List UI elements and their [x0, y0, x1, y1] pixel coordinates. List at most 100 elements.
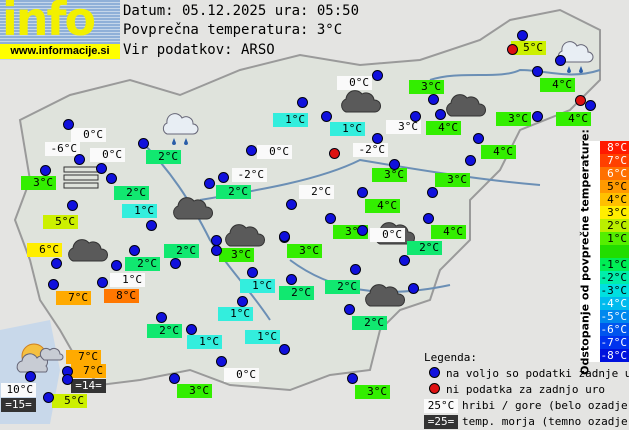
temperature-label: 3°C — [355, 385, 390, 399]
station-dot[interactable] — [555, 55, 566, 66]
station-dot[interactable] — [169, 373, 180, 384]
temperature-label: 1°C — [218, 307, 253, 321]
legend-mountain: hribi / gore (belo ozadje) — [462, 399, 629, 412]
station-dot[interactable] — [321, 111, 332, 122]
station-dot[interactable] — [247, 267, 258, 278]
scale-step: -5°C — [600, 310, 629, 323]
temperature-label: 4°C — [431, 225, 466, 239]
station-missing-dot[interactable] — [329, 148, 340, 159]
station-dot[interactable] — [347, 373, 358, 384]
station-dot[interactable] — [51, 258, 62, 269]
station-dot[interactable] — [218, 172, 229, 183]
legend-sea: temp. morja (temno ozadje) — [462, 415, 629, 428]
scale-step: -4°C — [600, 297, 629, 310]
station-dot[interactable] — [25, 371, 36, 382]
station-dot[interactable] — [389, 159, 400, 170]
scale-step: 6°C — [600, 167, 629, 180]
station-dot[interactable] — [246, 145, 257, 156]
mountain-temperature-label: 0°C — [90, 148, 125, 162]
station-dot[interactable] — [62, 374, 73, 385]
station-dot[interactable] — [325, 213, 336, 224]
station-dot[interactable] — [106, 173, 117, 184]
mountain-temperature-label: 3°C — [386, 120, 421, 134]
deviation-scale: Odstopanje od povprečne temperature: 8°C… — [579, 129, 629, 374]
station-dot[interactable] — [372, 70, 383, 81]
station-dot[interactable] — [532, 111, 543, 122]
station-dot[interactable] — [399, 255, 410, 266]
temperature-label: 4°C — [426, 121, 461, 135]
station-dot[interactable] — [43, 392, 54, 403]
scale-step — [600, 245, 629, 258]
station-dot[interactable] — [410, 111, 421, 122]
sea-temperature-label: =14= — [71, 379, 106, 393]
station-dot[interactable] — [286, 274, 297, 285]
station-missing-dot[interactable] — [507, 44, 518, 55]
temperature-label: 2°C — [147, 324, 182, 338]
station-dot[interactable] — [286, 199, 297, 210]
station-dot[interactable] — [279, 231, 290, 242]
scale-step: -7°C — [600, 336, 629, 349]
station-dot[interactable] — [146, 220, 157, 231]
scale-step: -6°C — [600, 323, 629, 336]
cloud-icon — [65, 237, 109, 267]
temperature-label: 2°C — [279, 286, 314, 300]
station-dot[interactable] — [350, 264, 361, 275]
station-dot[interactable] — [408, 283, 419, 294]
station-missing-dot[interactable] — [575, 95, 586, 106]
station-dot[interactable] — [40, 165, 51, 176]
temperature-label: 3°C — [21, 176, 56, 190]
station-dot[interactable] — [435, 109, 446, 120]
station-dot[interactable] — [344, 304, 355, 315]
temperature-label: 7°C — [56, 291, 91, 305]
temperature-label: 2°C — [125, 257, 160, 271]
station-dot[interactable] — [67, 200, 78, 211]
scale-step: -3°C — [600, 284, 629, 297]
station-dot[interactable] — [372, 133, 383, 144]
station-dot[interactable] — [473, 133, 484, 144]
station-dot[interactable] — [465, 155, 476, 166]
station-dot[interactable] — [427, 187, 438, 198]
station-dot[interactable] — [211, 245, 222, 256]
station-dot[interactable] — [517, 30, 528, 41]
temperature-label: 7°C — [66, 350, 101, 364]
station-dot[interactable] — [74, 154, 85, 165]
temperature-label: 8°C — [104, 289, 139, 303]
temperature-label: 3°C — [219, 248, 254, 262]
station-dot[interactable] — [357, 225, 368, 236]
station-dot[interactable] — [532, 66, 543, 77]
station-dot[interactable] — [585, 100, 596, 111]
logo[interactable]: info www.informacije.si — [0, 0, 120, 60]
station-dot[interactable] — [204, 178, 215, 189]
temperature-label: 2°C — [325, 280, 360, 294]
station-dot[interactable] — [428, 94, 439, 105]
cloud-rain-icon — [160, 112, 200, 150]
date-time: Datum: 05.12.2025 ura: 05:50 — [123, 3, 360, 19]
logo-url[interactable]: www.informacije.si — [0, 44, 120, 59]
mountain-temperature-label: 0°C — [71, 128, 106, 142]
station-dot[interactable] — [48, 279, 59, 290]
station-dot[interactable] — [357, 187, 368, 198]
temperature-label: 3°C — [287, 244, 322, 258]
station-dot[interactable] — [129, 245, 140, 256]
temperature-label: 3°C — [372, 168, 407, 182]
temperature-label: 5°C — [511, 41, 546, 55]
temperature-label: 2°C — [146, 150, 181, 164]
station-dot[interactable] — [297, 97, 308, 108]
station-dot[interactable] — [279, 344, 290, 355]
mountain-temperature-label: 0°C — [224, 368, 259, 382]
station-dot[interactable] — [97, 277, 108, 288]
temperature-label: 4°C — [481, 145, 516, 159]
cloud-icon — [222, 222, 266, 252]
station-dot[interactable] — [138, 138, 149, 149]
station-dot[interactable] — [216, 356, 227, 367]
station-dot[interactable] — [423, 213, 434, 224]
temperature-label: 4°C — [365, 199, 400, 213]
station-dot[interactable] — [186, 324, 197, 335]
station-dot[interactable] — [96, 163, 107, 174]
station-dot[interactable] — [237, 296, 248, 307]
station-dot[interactable] — [111, 260, 122, 271]
temperature-label: 6°C — [27, 243, 62, 257]
station-dot[interactable] — [170, 258, 181, 269]
station-dot[interactable] — [63, 119, 74, 130]
station-dot[interactable] — [156, 312, 167, 323]
